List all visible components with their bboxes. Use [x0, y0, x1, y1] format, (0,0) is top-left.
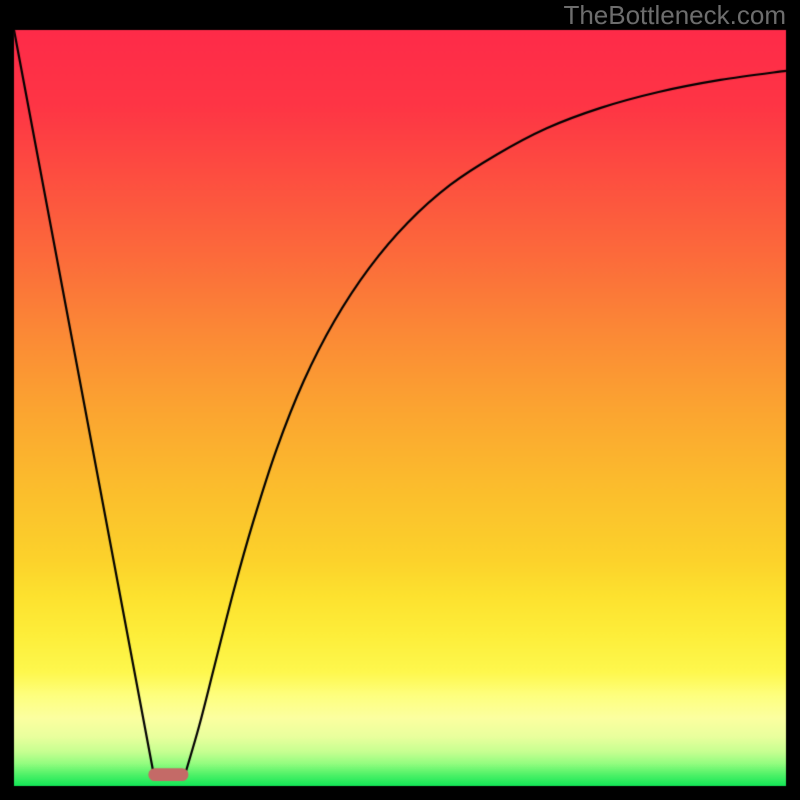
curve-overlay: [0, 0, 800, 800]
chart-stage: TheBottleneck.com: [0, 0, 800, 800]
